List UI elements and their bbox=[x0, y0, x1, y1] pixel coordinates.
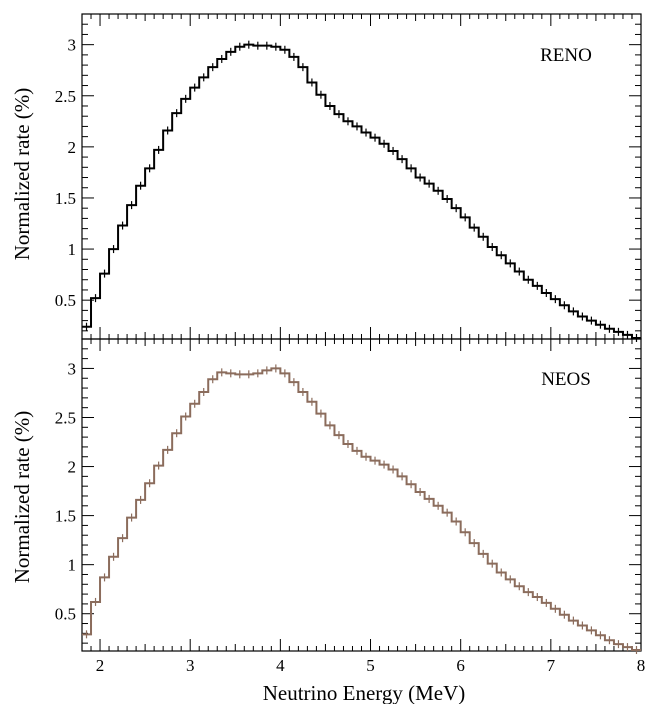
y-tick-label-reno: 0.5 bbox=[55, 291, 76, 310]
panel-neos: 0.5 1 1.5 2 2.5 3 2 3 4 5 6 7 8 bbox=[55, 338, 646, 675]
y-tick-label-neos: 0.5 bbox=[55, 605, 76, 624]
panel-label-neos: NEOS bbox=[541, 369, 591, 390]
y-tick-label-reno: 3 bbox=[68, 36, 77, 55]
series-line-neos bbox=[82, 367, 641, 652]
x-tick-label: 6 bbox=[456, 656, 465, 675]
x-tick-label: 7 bbox=[547, 656, 556, 675]
x-tick-label: 4 bbox=[276, 656, 285, 675]
y-tick-label-neos: 2 bbox=[68, 458, 77, 477]
y-tick-label-neos: 2.5 bbox=[55, 408, 76, 427]
x-axis-label: Neutrino Energy (MeV) bbox=[263, 681, 466, 704]
y-tick-label-neos: 1.5 bbox=[55, 507, 76, 526]
panel-label-reno: RENO bbox=[540, 45, 592, 66]
y-axis-label-neos: Normalized rate (%) bbox=[10, 411, 34, 584]
y-tick-label-reno: 2 bbox=[68, 138, 77, 157]
series-line-reno bbox=[82, 43, 641, 339]
y-axis-label-reno: Normalized rate (%) bbox=[10, 88, 34, 261]
y-tick-label-reno: 2.5 bbox=[55, 87, 76, 106]
y-tick-label-neos: 1 bbox=[68, 556, 77, 575]
y-tick-label-reno: 1 bbox=[68, 240, 77, 259]
x-tick-label: 8 bbox=[637, 656, 646, 675]
y-tick-label-reno: 1.5 bbox=[55, 189, 76, 208]
x-tick-label: 5 bbox=[366, 656, 375, 675]
x-tick-label: 2 bbox=[96, 656, 105, 675]
x-tick-label: 3 bbox=[186, 656, 195, 675]
y-tick-label-neos: 3 bbox=[68, 359, 77, 378]
